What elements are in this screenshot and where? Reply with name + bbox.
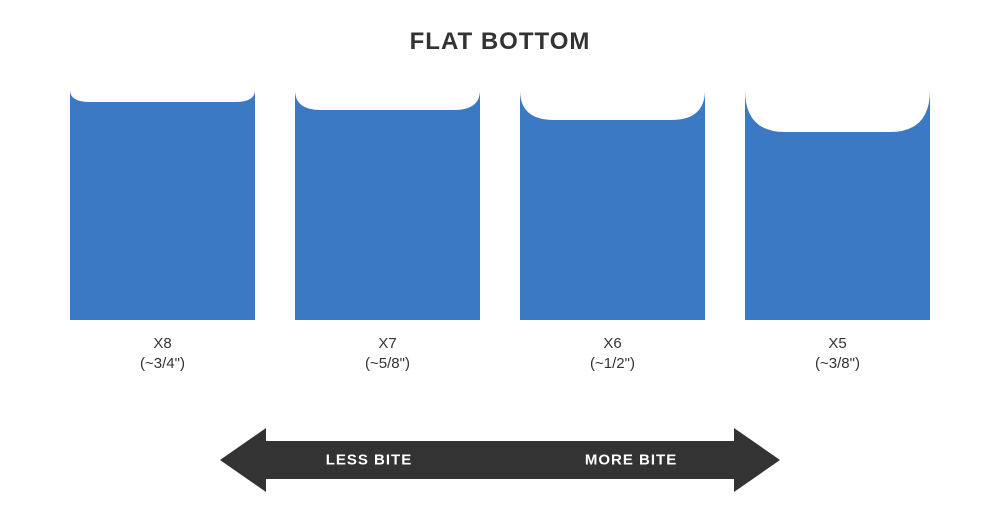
blade-profile-shape [520, 90, 705, 320]
profile-labels: X6(~1/2") [590, 334, 635, 375]
blade-profile-shape [745, 90, 930, 320]
profile-name: X7 [365, 334, 410, 354]
double-arrow-icon [220, 428, 780, 492]
page-title: FLAT BOTTOM [0, 0, 1000, 56]
profile-labels: X8(~3/4") [140, 334, 185, 375]
profile-size: (~1/2") [590, 354, 635, 374]
blade-profile-shape [295, 90, 480, 320]
profiles-row: X8(~3/4") X7(~5/8") X6(~1/2") X5(~3/8") [0, 90, 1000, 375]
profile-name: X6 [590, 334, 635, 354]
profile-card: X5(~3/8") [745, 90, 930, 375]
profile-name: X5 [815, 334, 860, 354]
profile-card: X8(~3/4") [70, 90, 255, 375]
arrow-left-label: LESS BITE [326, 452, 413, 469]
arrow-right-label: MORE BITE [585, 452, 677, 469]
profile-card: X7(~5/8") [295, 90, 480, 375]
profile-size: (~3/8") [815, 354, 860, 374]
profile-card: X6(~1/2") [520, 90, 705, 375]
blade-profile-shape [70, 90, 255, 320]
bite-scale-arrow: LESS BITE MORE BITE [0, 428, 1000, 492]
profile-labels: X7(~5/8") [365, 334, 410, 375]
profile-size: (~3/4") [140, 354, 185, 374]
profile-labels: X5(~3/8") [815, 334, 860, 375]
profile-name: X8 [140, 334, 185, 354]
profile-size: (~5/8") [365, 354, 410, 374]
